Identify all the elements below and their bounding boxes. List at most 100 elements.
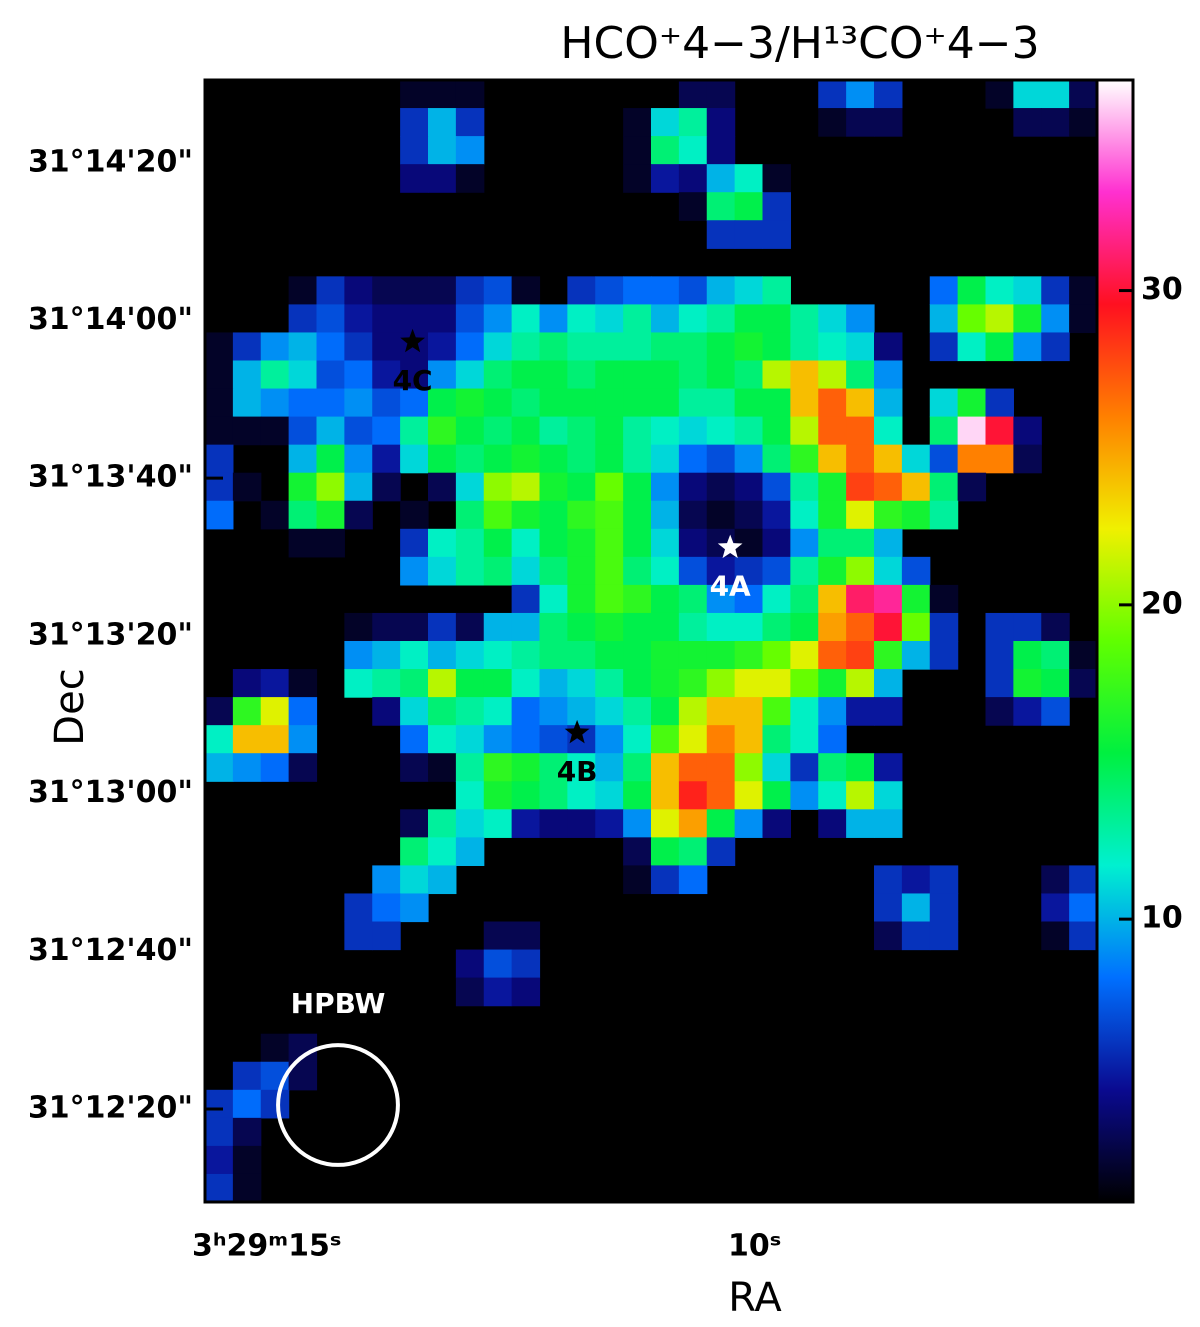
heatmap-cell — [901, 584, 931, 614]
heatmap-cell — [846, 753, 875, 782]
y-tick-label: 31°12'20" — [28, 1090, 193, 1125]
heatmap-cell — [455, 612, 485, 642]
heatmap-cell — [1041, 669, 1070, 698]
heatmap-cell — [818, 108, 847, 137]
heatmap-cell — [985, 697, 1014, 726]
heatmap-cell — [874, 865, 903, 895]
heatmap-cell — [762, 584, 791, 614]
heatmap-cell — [205, 1089, 234, 1119]
heatmap-cell — [901, 865, 931, 895]
heatmap-cell — [567, 669, 596, 698]
heatmap-cell — [678, 164, 708, 193]
heatmap-cell — [372, 276, 401, 305]
heatmap-cell — [623, 332, 652, 362]
heatmap-cell — [846, 697, 875, 726]
heatmap-cell — [232, 1173, 262, 1202]
heatmap-cell — [232, 1117, 262, 1147]
heatmap-cell — [400, 753, 429, 782]
overlay: 31°14'20" 31°14'00" 31°13'40" 31°13'20" 31°1… — [28, 78, 1183, 1264]
heatmap-cell — [428, 444, 457, 474]
heatmap-cell — [985, 388, 1014, 418]
y-tick-label: 31°13'40" — [28, 460, 193, 495]
heatmap-cell — [595, 584, 624, 614]
heatmap-cell — [678, 612, 708, 642]
heatmap-cell — [344, 332, 373, 362]
heatmap-cell — [455, 949, 485, 979]
heatmap-cell — [595, 416, 624, 446]
heatmap-cell — [706, 781, 736, 810]
heatmap-cell — [400, 556, 429, 586]
heatmap-cell — [539, 472, 568, 502]
heatmap-cell — [595, 332, 624, 362]
heatmap-cell — [874, 669, 903, 698]
heatmap-cell — [372, 612, 401, 642]
heatmap-cell — [651, 669, 680, 698]
heatmap-cell — [734, 416, 764, 446]
heatmap-cell — [595, 612, 624, 642]
heatmap-cell — [511, 977, 541, 1007]
heatmap-cell — [678, 108, 708, 137]
heatmap-cell — [232, 416, 262, 446]
heatmap-cell — [595, 472, 624, 502]
heatmap-cell — [567, 388, 596, 418]
heatmap-cell — [428, 837, 457, 866]
heatmap-cell — [706, 108, 736, 137]
heatmap-cell — [483, 697, 513, 726]
heatmap-cell — [678, 192, 708, 221]
heatmap-cell — [929, 500, 959, 530]
heatmap-cell — [595, 444, 624, 474]
heatmap-cell — [957, 388, 987, 418]
heatmap-cell — [595, 304, 624, 334]
heatmap-cell — [455, 388, 485, 418]
heatmap-cell — [623, 164, 652, 193]
heatmap-cell — [511, 697, 541, 726]
heatmap-cell — [651, 500, 680, 530]
heatmap-cell — [790, 584, 819, 614]
heatmap-cell — [539, 360, 568, 390]
heatmap-cell — [539, 500, 568, 530]
heatmap-cell — [706, 725, 736, 754]
heatmap-cell — [623, 669, 652, 698]
heatmap-cell — [288, 276, 318, 305]
heatmap-cell — [846, 528, 875, 558]
heatmap-cell — [567, 472, 596, 502]
heatmap-cell — [678, 500, 708, 530]
heatmap-cell — [316, 332, 345, 362]
heatmap-cell — [706, 136, 736, 165]
heatmap-cell — [623, 612, 652, 642]
heatmap-cell — [260, 725, 290, 754]
heatmap-cell — [846, 444, 875, 474]
heatmap-cell — [929, 444, 959, 474]
heatmap-cell — [344, 921, 373, 951]
heatmap-cell — [929, 276, 959, 305]
heatmap-cell — [929, 472, 959, 502]
heatmap-cell — [511, 584, 541, 614]
heatmap-cell — [428, 416, 457, 446]
heatmap-cell — [483, 641, 513, 670]
heatmap-cell — [260, 753, 290, 782]
heatmap-cell — [929, 416, 959, 446]
heatmap-cell — [706, 416, 736, 446]
heatmap-cell — [623, 136, 652, 165]
heatmap-cell — [818, 360, 847, 390]
heatmap-cell — [455, 444, 485, 474]
heatmap-cell — [734, 697, 764, 726]
heatmap-cell — [1013, 669, 1042, 698]
heatmap-cell — [316, 528, 345, 558]
heatmap-cell — [706, 192, 736, 221]
heatmap-cell — [400, 865, 429, 895]
source-label: 4C — [393, 364, 433, 397]
heatmap-cell — [511, 444, 541, 474]
heatmap-cell — [400, 80, 429, 109]
heatmap-cell — [734, 725, 764, 754]
heatmap-cell — [455, 332, 485, 362]
heatmap-cell — [483, 500, 513, 530]
heatmap-cell — [511, 500, 541, 530]
y-tick-label: 31°12'40" — [28, 933, 193, 968]
heatmap-cell — [623, 837, 652, 866]
heatmap-cell — [205, 444, 234, 474]
heatmap-cell — [511, 276, 541, 305]
heatmap-cell — [762, 276, 791, 305]
heatmap-cell — [567, 304, 596, 334]
